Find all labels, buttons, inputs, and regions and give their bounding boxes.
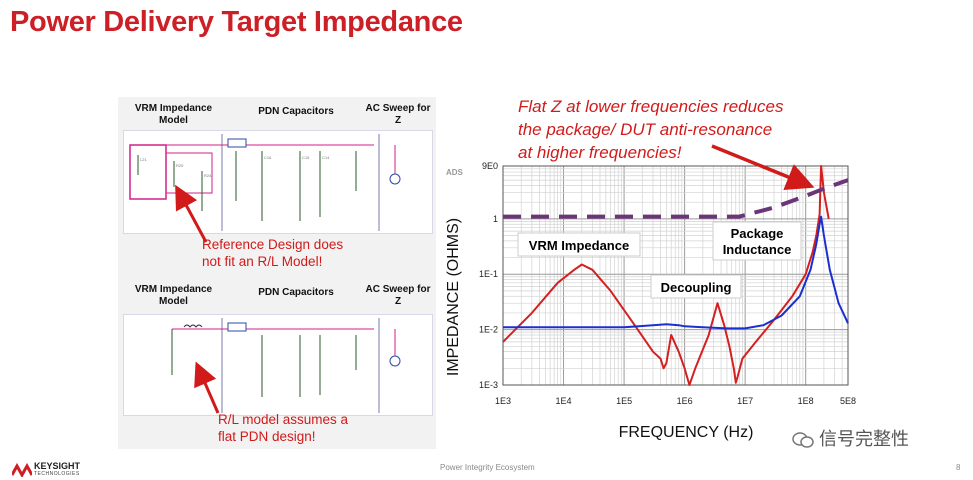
annotation-package: Package Inductance [712,221,802,261]
wechat-text: 信号完整性 [819,429,910,449]
wechat-icon [792,431,814,449]
callout-arrow [711,144,815,191]
svg-text:C15: C15 [302,155,310,160]
top-note: Reference Design does not fit an R/L Mod… [202,236,343,270]
top-note-line-1: Reference Design does [202,237,344,252]
series-layer [502,165,849,386]
top-ac-label: AC Sweep for Z [365,103,431,126]
logo-name: KEYSIGHT [34,461,81,471]
bottom-note-line-1: R/L model assumes a [218,412,349,427]
annotation-vrm-text: VRM Impedance [529,238,629,253]
callout-text: Flat Z at lower frequencies reduces the … [518,95,784,164]
x-tick-label: 5E8 [840,396,856,406]
tick-layer: 1E3 1E4 1E5 1E6 1E7 1E8 5E8 9E0 1 1E-1 1E-2 1E-3 [479,161,856,406]
y-tick-label: 1E-3 [479,380,498,390]
x-tick-label: 1E4 [556,396,572,406]
annotation-decoupling: Decoupling [650,274,742,299]
x-tick-label: 1E3 [495,396,511,406]
svg-text:L21: L21 [140,157,147,162]
x-tick-label: 1E7 [737,396,753,406]
top-vrm-label: VRM Impedance Model [134,103,213,126]
keysight-wave-icon [12,463,32,477]
callout-line-3: at higher frequencies! [518,143,682,162]
callout-line-1: Flat Z at lower frequencies reduces [518,97,784,116]
y-axis-label: IMPEDANCE (OHMS) [445,218,462,376]
x-tick-label: 1E8 [798,396,814,406]
annotation-decoupling-text: Decoupling [661,280,732,295]
top-schematic: L21 R25 R24 C16 C15 C14 [123,130,433,234]
wechat-watermark: 信号完整性 [792,425,909,451]
bottom-note-line-2: flat PDN design! [218,429,316,444]
x-tick-label: 1E6 [677,396,693,406]
page-number: 8 [956,463,961,472]
footer-center: Power Integrity Ecosystem [440,463,535,472]
callout-line-2: the package/ DUT anti-resonance [518,120,773,139]
bottom-schematic [123,314,433,416]
y-tick-label: 1E-2 [479,325,498,335]
logo-sub: TECHNOLOGIES [34,471,80,477]
annotation-vrm: VRM Impedance [517,232,641,257]
bottom-note: R/L model assumes a flat PDN design! [218,411,348,445]
slide-title: Power Delivery Target Impedance [10,6,463,38]
annotation-package-text: Package Inductance [723,226,792,257]
y-tick-label: 9E0 [482,161,498,171]
bottom-pdn-label: PDN Capacitors [258,287,334,298]
series-blue-line [503,215,849,330]
svg-text:C14: C14 [322,155,330,160]
bottom-ac-label: AC Sweep for Z [365,284,431,307]
bottom-vrm-label: VRM Impedance Model [134,284,213,307]
svg-text:C16: C16 [264,155,272,160]
y-tick-label: 1 [493,214,498,224]
svg-text:R25: R25 [176,163,184,168]
series-target-line [503,178,849,219]
series-red-line [502,165,830,386]
plot-frame [502,165,849,386]
schematic-panel: VRM Impedance Model PDN Capacitors AC Sw… [118,97,436,449]
top-pdn-label: PDN Capacitors [258,106,334,117]
schematic-arrows [175,184,220,414]
x-tick-label: 1E5 [616,396,632,406]
y-tick-label: 1E-1 [479,269,498,279]
svg-text:R24: R24 [204,173,212,178]
ads-corner-label: ADS [446,168,464,177]
top-note-line-2: not fit an R/L Model! [202,254,323,269]
x-axis-label: FREQUENCY (Hz) [619,424,754,441]
